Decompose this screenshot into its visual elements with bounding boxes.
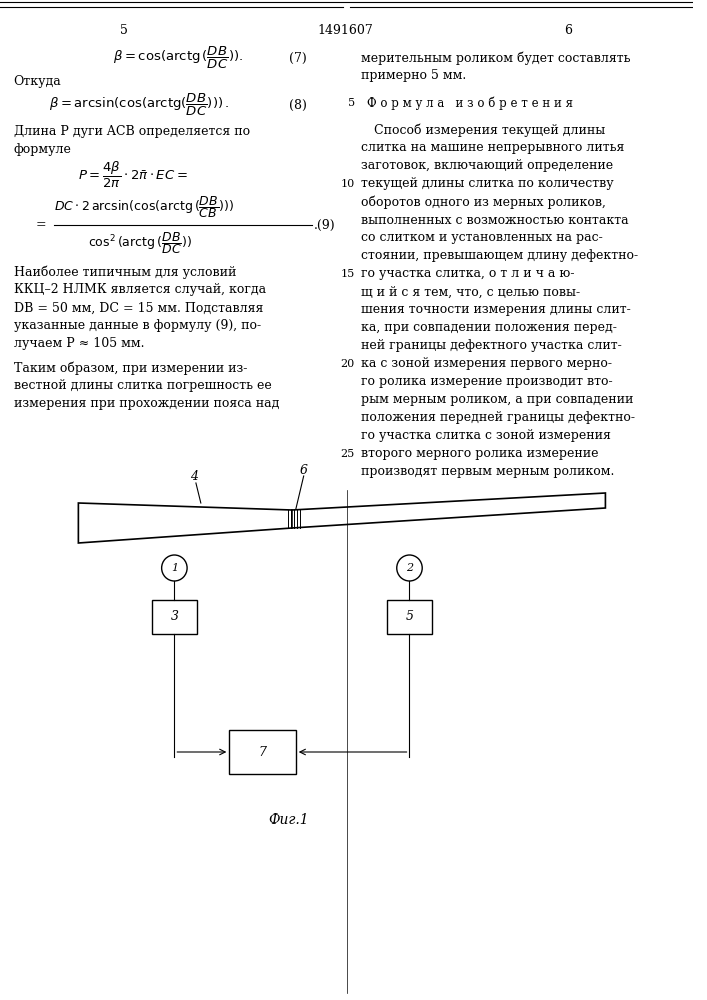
Text: =: = <box>35 219 46 232</box>
Bar <box>152 600 197 634</box>
Text: Ф о р м у л а   и з о б р е т е н и я: Ф о р м у л а и з о б р е т е н и я <box>368 96 573 110</box>
Circle shape <box>162 555 187 581</box>
Bar <box>229 730 296 774</box>
Text: вестной длины слитка погрешность ее: вестной длины слитка погрешность ее <box>13 379 271 392</box>
Polygon shape <box>292 493 605 528</box>
Text: шения точности измерения длины слит-: шения точности измерения длины слит- <box>361 304 630 316</box>
Text: $DC \cdot 2\,\arcsin(\cos(\mathrm{arctg}\,(\dfrac{DB}{CB})))$: $DC \cdot 2\,\arcsin(\cos(\mathrm{arctg}… <box>54 194 234 220</box>
Text: $P = \dfrac{4\beta}{2\pi} \cdot 2\bar{\pi} \cdot EC =$: $P = \dfrac{4\beta}{2\pi} \cdot 2\bar{\p… <box>78 160 188 190</box>
Text: текущей длины слитка по количеству: текущей длины слитка по количеству <box>361 178 613 190</box>
Text: 3: 3 <box>170 610 178 624</box>
Text: лучаем P ≈ 105 мм.: лучаем P ≈ 105 мм. <box>13 338 144 351</box>
Text: заготовок, включающий определение: заготовок, включающий определение <box>361 159 613 172</box>
Text: 4: 4 <box>190 471 198 484</box>
Circle shape <box>397 555 422 581</box>
Text: 5: 5 <box>120 23 129 36</box>
Text: выполненных с возможностью контакта: выполненных с возможностью контакта <box>361 214 628 227</box>
Text: го ролика измерение производит вто-: го ролика измерение производит вто- <box>361 375 612 388</box>
Text: Длина P дуги ACB определяется по: Длина P дуги ACB определяется по <box>13 125 250 138</box>
Text: 1: 1 <box>171 563 178 573</box>
Text: рым мерным роликом, а при совпадении: рым мерным роликом, а при совпадении <box>361 393 633 406</box>
Text: Способ измерения текущей длины: Способ измерения текущей длины <box>374 123 605 137</box>
Text: оборотов одного из мерных роликов,: оборотов одного из мерных роликов, <box>361 195 605 209</box>
Text: измерения при прохождении пояса над: измерения при прохождении пояса над <box>13 397 279 410</box>
Text: Таким образом, при измерении из-: Таким образом, при измерении из- <box>13 361 247 375</box>
Text: ККЦ–2 НЛМК является случай, когда: ККЦ–2 НЛМК является случай, когда <box>13 284 266 296</box>
Text: .(9): .(9) <box>313 219 335 232</box>
Text: $\beta = \arcsin(\cos(\mathrm{arctg}(\dfrac{DB}{DC})))\,.$: $\beta = \arcsin(\cos(\mathrm{arctg}(\df… <box>49 92 229 118</box>
Text: 1491607: 1491607 <box>318 23 374 36</box>
Text: 6: 6 <box>300 464 308 477</box>
Text: (8): (8) <box>289 99 307 111</box>
Polygon shape <box>78 503 292 543</box>
Text: 25: 25 <box>340 449 355 459</box>
Text: ка, при совпадении положения перед-: ка, при совпадении положения перед- <box>361 322 617 334</box>
Text: слитка на машине непрерывного литья: слитка на машине непрерывного литья <box>361 141 624 154</box>
Text: второго мерного ролика измерение: второго мерного ролика измерение <box>361 448 598 460</box>
Text: мерительным роликом будет составлять: мерительным роликом будет составлять <box>361 51 630 65</box>
Text: $\cos^{2}(\mathrm{arctg}\,(\dfrac{DB}{DC}))$: $\cos^{2}(\mathrm{arctg}\,(\dfrac{DB}{DC… <box>88 230 192 256</box>
Text: ней границы дефектного участка слит-: ней границы дефектного участка слит- <box>361 340 621 353</box>
Text: Фиг.1: Фиг.1 <box>269 813 309 827</box>
Text: го участка слитка, о т л и ч а ю-: го участка слитка, о т л и ч а ю- <box>361 267 574 280</box>
Text: DB = 50 мм, DC = 15 мм. Подставляя: DB = 50 мм, DC = 15 мм. Подставляя <box>13 302 263 314</box>
Text: указанные данные в формулу (9), по-: указанные данные в формулу (9), по- <box>13 320 261 332</box>
Text: со слитком и установленных на рас-: со слитком и установленных на рас- <box>361 232 602 244</box>
Text: примерно 5 мм.: примерно 5 мм. <box>361 70 466 83</box>
Text: 15: 15 <box>340 269 355 279</box>
Text: $\beta = \cos(\mathrm{arctg}\,(\dfrac{DB}{DC})).$: $\beta = \cos(\mathrm{arctg}\,(\dfrac{DB… <box>112 45 243 71</box>
Text: го участка слитка с зоной измерения: го участка слитка с зоной измерения <box>361 430 610 442</box>
Text: Откуда: Откуда <box>13 76 62 89</box>
Text: 20: 20 <box>340 359 355 369</box>
Bar <box>387 600 432 634</box>
Text: Наиболее типичным для условий: Наиболее типичным для условий <box>13 265 236 279</box>
Text: формуле: формуле <box>13 143 71 156</box>
Text: 7: 7 <box>259 746 267 758</box>
Text: (7): (7) <box>289 51 307 64</box>
Text: стоянии, превышающем длину дефектно-: стоянии, превышающем длину дефектно- <box>361 249 638 262</box>
Text: производят первым мерным роликом.: производят первым мерным роликом. <box>361 466 614 479</box>
Text: положения передней границы дефектно-: положения передней границы дефектно- <box>361 412 634 424</box>
Text: 5: 5 <box>406 610 414 624</box>
Text: 6: 6 <box>564 23 572 36</box>
Text: щ и й с я тем, что, с целью повы-: щ и й с я тем, что, с целью повы- <box>361 286 580 298</box>
Text: 10: 10 <box>340 179 355 189</box>
Text: 2: 2 <box>406 563 413 573</box>
Text: 5: 5 <box>348 98 355 108</box>
Text: ка с зоной измерения первого мерно-: ка с зоной измерения первого мерно- <box>361 358 612 370</box>
